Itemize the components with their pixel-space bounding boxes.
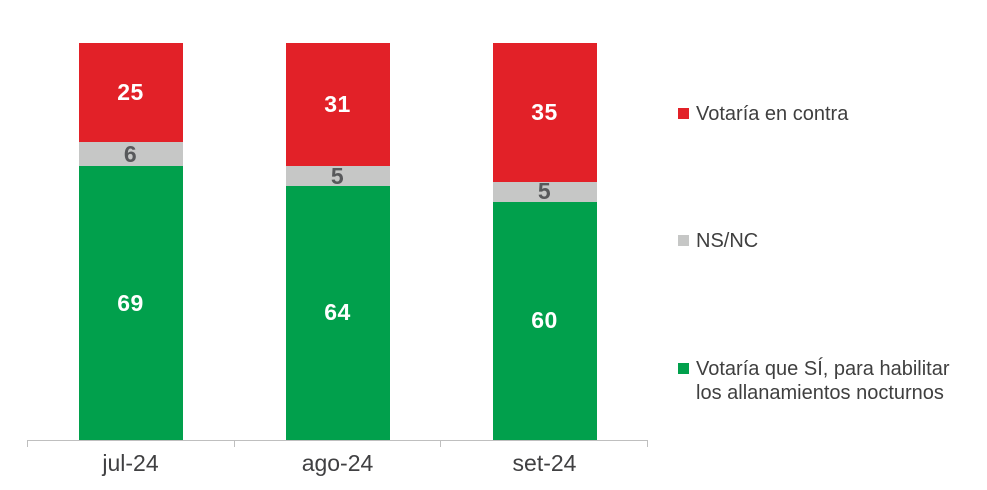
legend-swatch-red-icon <box>678 108 689 119</box>
x-axis-line <box>27 440 648 441</box>
x-axis-tick <box>233 440 235 447</box>
stacked-bar-set-24: 60 5 35 <box>492 43 597 440</box>
legend-item-votaria-en-contra: Votaría en contra <box>678 102 980 126</box>
legend-label-nsnc: NS/NC <box>696 230 759 252</box>
stacked-bar-ago-24: 64 5 31 <box>285 43 390 440</box>
x-axis-tick <box>440 440 442 447</box>
bar-segment-gray: 5 <box>492 178 597 204</box>
bar-segment-gray: 5 <box>285 163 390 189</box>
legend-label-votaria-en-contra: Votaría en contra <box>696 103 849 125</box>
bar-segment-green: 64 <box>285 185 390 440</box>
bar-column-set-24: 60 5 35 <box>441 43 648 440</box>
legend-swatch-gray-icon <box>678 235 689 246</box>
bar-segment-gray: 6 <box>78 141 183 167</box>
x-axis-tick <box>647 440 648 447</box>
plot-area: 69 6 25 64 5 31 60 5 35 <box>27 43 648 440</box>
bar-segment-green: 69 <box>78 166 183 440</box>
bar-column-jul-24: 69 6 25 <box>27 43 234 440</box>
legend-label-votaria-que-si: Votaría que SÍ, para habilitar los allan… <box>696 358 950 404</box>
stacked-bar-jul-24: 69 6 25 <box>78 43 183 440</box>
bar-segment-green: 60 <box>492 201 597 440</box>
legend-item-nsnc: NS/NC <box>678 229 980 253</box>
bar-segment-red: 25 <box>78 43 183 143</box>
legend-swatch-green-icon <box>678 363 689 374</box>
bar-segment-red: 31 <box>285 43 390 167</box>
x-axis-tick <box>27 440 28 447</box>
x-axis-label-set-24: set-24 <box>512 450 577 476</box>
bar-segment-red: 35 <box>492 43 597 182</box>
bar-column-ago-24: 64 5 31 <box>234 43 441 440</box>
legend-item-votaria-que-si: Votaría que SÍ, para habilitar los allan… <box>678 357 980 405</box>
x-axis-label-jul-24: jul-24 <box>102 450 159 476</box>
x-axis-label-ago-24: ago-24 <box>301 450 374 476</box>
x-axis-labels: jul-24 ago-24 set-24 <box>27 450 648 477</box>
